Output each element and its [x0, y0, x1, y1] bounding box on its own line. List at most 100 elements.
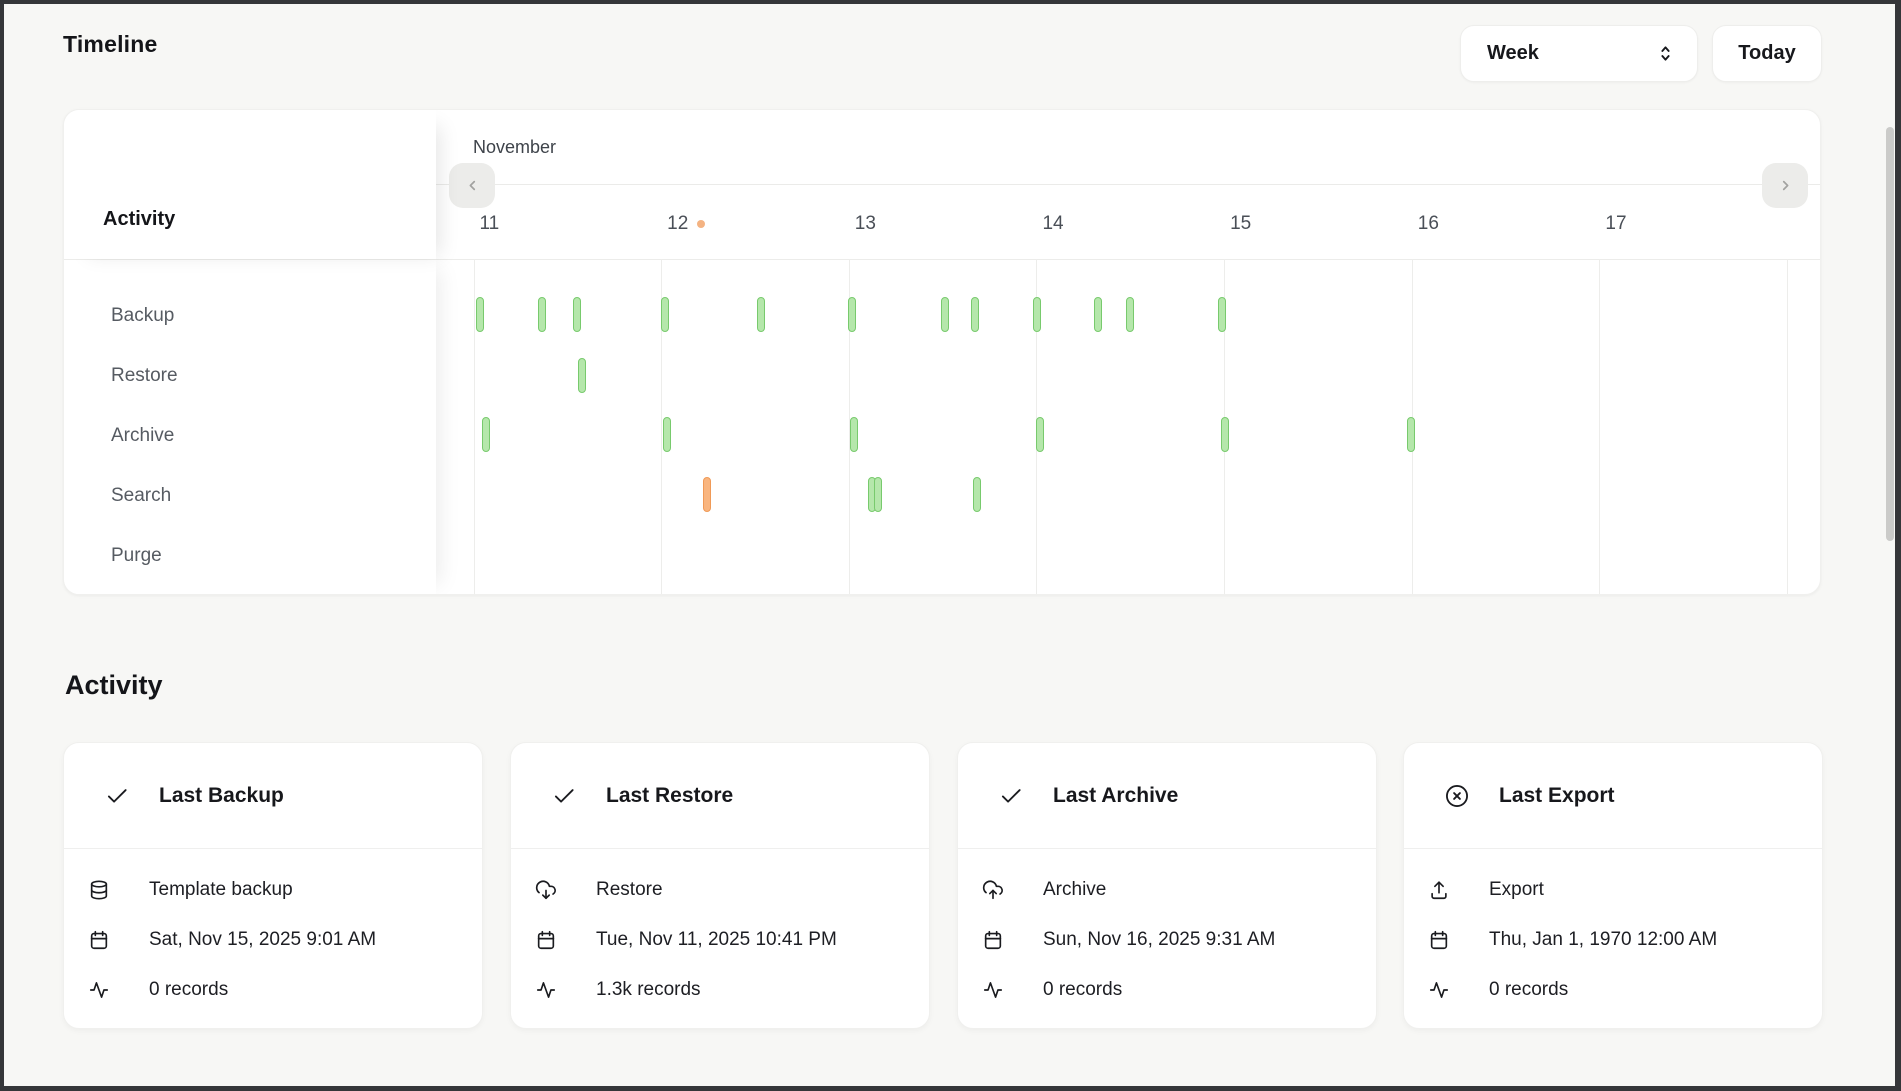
activity-card-last-export: Last Export Export Thu, Jan 1, 1970 12:00 … — [1403, 742, 1823, 1029]
day-label-11: 11 — [480, 213, 500, 235]
archive-event-bar[interactable] — [1221, 417, 1229, 452]
upload-icon — [1428, 879, 1450, 901]
card-row-text: 0 records — [1489, 979, 1569, 1000]
card-title: Last Export — [1499, 783, 1615, 807]
card-row-text: Thu, Jan 1, 1970 12:00 AM — [1489, 929, 1718, 950]
restore-event-bar[interactable] — [578, 358, 586, 393]
day-number: 16 — [1417, 213, 1439, 234]
chevrons-up-down-icon — [1656, 44, 1675, 63]
header-divider — [436, 184, 1820, 185]
grid-top-divider — [436, 259, 1820, 260]
archive-event-bar[interactable] — [482, 417, 490, 452]
archive-event-bar[interactable] — [850, 417, 858, 452]
activity-card-last-archive: Last Archive Archive Sun, Nov 16, 2025 9:3… — [957, 742, 1377, 1029]
chevron-right-icon — [1777, 177, 1794, 194]
backup-event-bar[interactable] — [1094, 297, 1102, 332]
backup-event-bar[interactable] — [476, 297, 484, 332]
card-title: Last Archive — [1053, 783, 1179, 807]
database-icon — [88, 879, 110, 901]
activity-card-last-restore: Last Restore Restore Tue, Nov 11, 2025 10:… — [510, 742, 930, 1029]
sidebar-row-search: Search — [111, 485, 172, 506]
backup-event-bar[interactable] — [971, 297, 979, 332]
activity-cards: Last Backup Template backup Sat, Nov 15, 2… — [4, 742, 1895, 1029]
timeline-grid: November 11 12 13 14 15 16 17 — [436, 110, 1820, 594]
card-rows: Archive Sun, Nov 16, 2025 9:31 AM 0 record… — [958, 849, 1376, 1015]
sidebar-row-restore: Restore — [111, 365, 178, 386]
today-button[interactable]: Today — [1712, 25, 1822, 82]
backup-event-bar[interactable] — [573, 297, 581, 332]
day-labels-row: 11 12 13 14 15 16 17 — [436, 213, 1820, 239]
day-number: 12 — [667, 213, 689, 234]
sidebar-title: Activity — [103, 208, 176, 230]
timeline-panel: November 11 12 13 14 15 16 17 Activity Backup R… — [63, 109, 1821, 595]
archive-event-bar[interactable] — [1407, 417, 1415, 452]
backup-event-bar[interactable] — [848, 297, 856, 332]
card-header: Last Archive — [958, 743, 1376, 849]
day-number: 15 — [1230, 213, 1252, 234]
card-header: Last Restore — [511, 743, 929, 849]
card-row-text: 1.3k records — [596, 979, 701, 1000]
card-rows: Restore Tue, Nov 11, 2025 10:41 PM 1.3k re… — [511, 849, 929, 1015]
scrollbar-thumb[interactable] — [1886, 127, 1894, 541]
backup-event-bar[interactable] — [1126, 297, 1134, 332]
page-title: Timeline — [63, 31, 158, 57]
card-row-text: 0 records — [149, 979, 229, 1000]
card-row: Restore — [511, 865, 929, 915]
activity-card-last-backup: Last Backup Template backup Sat, Nov 15, 2… — [63, 742, 483, 1029]
day-label-13: 13 — [855, 213, 876, 235]
card-row: 0 records — [64, 965, 482, 1015]
backup-event-bar[interactable] — [1218, 297, 1226, 332]
card-row: Thu, Jan 1, 1970 12:00 AM — [1404, 915, 1822, 965]
circle-x-icon — [1444, 783, 1470, 809]
check-icon — [104, 783, 130, 809]
card-row: 0 records — [1404, 965, 1822, 1015]
day-label-15: 15 — [1230, 213, 1251, 235]
activity-section-heading: Activity — [65, 670, 163, 700]
next-week-button[interactable] — [1762, 163, 1808, 208]
card-title: Last Restore — [606, 783, 734, 807]
card-row: Export — [1404, 865, 1822, 915]
card-row-text: Sat, Nov 15, 2025 9:01 AM — [149, 929, 377, 950]
grid-column-line — [661, 259, 663, 594]
backup-event-bar[interactable] — [661, 297, 669, 332]
grid-column-line — [473, 259, 475, 594]
search-event-bar[interactable] — [874, 477, 882, 512]
view-select[interactable]: Week — [1460, 25, 1698, 82]
card-rows: Export Thu, Jan 1, 1970 12:00 AM 0 records — [1404, 849, 1822, 1015]
day-number: 14 — [1042, 213, 1064, 234]
card-title: Last Backup — [159, 783, 284, 807]
check-icon — [551, 783, 577, 809]
activity-icon — [535, 979, 557, 1001]
card-row: Tue, Nov 11, 2025 10:41 PM — [511, 915, 929, 965]
day-number: 13 — [854, 213, 876, 234]
card-row: Archive — [958, 865, 1376, 915]
search-event-bar[interactable] — [703, 477, 711, 512]
archive-event-bar[interactable] — [663, 417, 671, 452]
backup-event-bar[interactable] — [1033, 297, 1041, 332]
backup-event-bar[interactable] — [941, 297, 949, 332]
card-row-text: Archive — [1043, 879, 1107, 900]
sidebar-row-archive: Archive — [111, 425, 175, 446]
day-label-16: 16 — [1418, 213, 1439, 235]
backup-event-bar[interactable] — [757, 297, 765, 332]
chevron-left-icon — [464, 177, 481, 194]
activity-icon — [1428, 979, 1450, 1001]
archive-event-bar[interactable] — [1036, 417, 1044, 452]
activity-icon — [88, 979, 110, 1001]
cloud-upload-icon — [982, 879, 1004, 901]
sidebar-row-purge: Purge — [111, 545, 162, 566]
search-event-bar[interactable] — [973, 477, 981, 512]
calendar-icon — [88, 929, 110, 951]
sidebar-row-backup: Backup — [111, 305, 175, 326]
grid-column-line — [1599, 259, 1601, 594]
card-row-text: Template backup — [149, 879, 293, 900]
grid-column-line — [1787, 259, 1789, 594]
card-row-text: Export — [1489, 879, 1544, 900]
backup-event-bar[interactable] — [538, 297, 546, 332]
prev-week-button[interactable] — [449, 163, 495, 208]
card-row-text: 0 records — [1043, 979, 1123, 1000]
calendar-icon — [1428, 929, 1450, 951]
card-rows: Template backup Sat, Nov 15, 2025 9:01 AM… — [64, 849, 482, 1015]
grid-column-line — [848, 259, 850, 594]
